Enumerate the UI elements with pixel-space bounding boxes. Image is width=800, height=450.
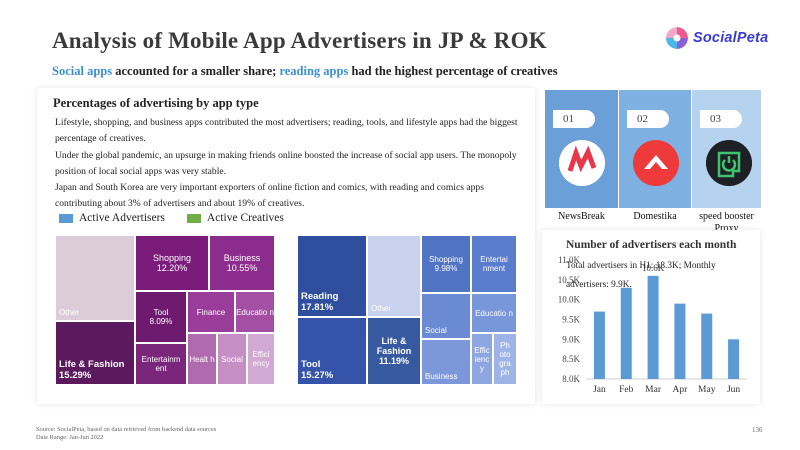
- treemap-tile-efficiency: Effici ency: [247, 333, 275, 385]
- treemap-advertisers: Other Life & Fashion 15.29% Shopping 12.…: [55, 235, 275, 385]
- top-app-card-2: 02: [619, 90, 691, 208]
- treemap-tile-reading: Reading 17.81%: [297, 235, 367, 317]
- treemap-tile-social: Social: [421, 293, 471, 339]
- treemap-tile-finance: Finance: [187, 291, 235, 333]
- logo-text: SocialPeta: [693, 30, 769, 46]
- treemap-tile-entertainment: Entertainm ent: [135, 343, 187, 385]
- y-tick-label: 10.0K: [558, 295, 581, 305]
- treemap-tile-social: Social: [217, 333, 247, 385]
- treemap-legend: Active Advertisers Active Creatives: [59, 212, 306, 224]
- treemap-tile-photograph: Ph oto gra ph: [493, 333, 517, 385]
- chart-title: Number of advertisers each month: [566, 239, 737, 251]
- y-tick-label: 9.0K: [562, 334, 580, 344]
- x-tick-label: Jun: [727, 385, 740, 395]
- subtitle-part-social: Social apps: [52, 64, 113, 78]
- treemap-tile-tool: Tool 8.09%: [135, 291, 187, 343]
- app-type-panel: Percentages of advertising by app type L…: [37, 88, 535, 404]
- y-tick-label: 8.5K: [562, 354, 580, 364]
- page-title: Analysis of Mobile App Advertisers in JP…: [52, 28, 547, 53]
- paragraph-1: Lifestyle, shopping, and business apps c…: [55, 117, 518, 145]
- legend-creatives: Active Creatives: [186, 212, 284, 224]
- bar-may: [701, 313, 713, 379]
- treemap-tile-education: Educatio n: [235, 291, 275, 333]
- y-tick-label: 8.0K: [562, 374, 580, 384]
- treemap-tile-business: Business: [421, 339, 471, 385]
- subtitle-part-reading: reading apps: [279, 64, 349, 78]
- subtitle-part-4: had the highest percentage of creatives: [348, 64, 558, 78]
- treemap-tile-entertainment: Entertai nment: [471, 235, 517, 293]
- bar-apr: [674, 303, 686, 379]
- brand-logo: SocialPeta: [666, 27, 768, 49]
- treemap-tile-efficiency: Effic ienc y: [471, 333, 493, 385]
- rank-badge-3: 03: [700, 110, 742, 128]
- monthly-advertisers-chart: 8.0K 8.5K 9.0K 9.5K 10.0K 10.5K 11.0K Jan Feb Mar…: [558, 255, 747, 395]
- top-app-card-3: 03: [692, 90, 761, 208]
- app-name-3: speed booster Proxy: [699, 211, 754, 234]
- y-tick-label: 9.5K: [562, 315, 580, 325]
- bar-feb: [620, 287, 632, 379]
- y-tick-label: 11.0K: [558, 255, 580, 265]
- top-app-card-1: 01: [545, 90, 618, 208]
- x-tick-label: Mar: [645, 385, 662, 395]
- bar-jun: [728, 339, 740, 379]
- page-subtitle: Social apps accounted for a smaller shar…: [52, 64, 558, 79]
- socialpeta-logo-icon: [666, 27, 688, 49]
- legend-swatch-green: [186, 213, 201, 223]
- treemap-tile-shopping: Shopping 12.20%: [135, 235, 209, 291]
- legend-swatch-blue: [59, 213, 73, 223]
- x-tick-label: Jan: [593, 385, 606, 395]
- x-tick-label: May: [698, 385, 716, 395]
- speed-booster-icon: [706, 140, 752, 186]
- legend-creatives-label: Active Creatives: [206, 212, 284, 224]
- domestika-icon: [633, 140, 679, 186]
- source-note: Source: SocialPeta, based on data retrie…: [36, 426, 216, 442]
- panel-description: Lifestyle, shopping, and business apps c…: [55, 115, 531, 213]
- monthly-advertisers-panel: 8.0K 8.5K 9.0K 9.5K 10.0K 10.5K 11.0K Jan Feb Mar…: [542, 230, 760, 404]
- treemap-tile-health: Healt h: [187, 333, 217, 385]
- newsbreak-icon: [559, 140, 605, 186]
- treemap-tile-other: Other: [55, 235, 135, 321]
- bar-mar: [647, 275, 659, 379]
- chart-note: Total advertisers in H1: 18.3K; Monthly …: [566, 261, 716, 290]
- rank-badge-2: 02: [627, 110, 669, 128]
- panel-heading: Percentages of advertising by app type: [53, 96, 259, 110]
- y-tick-label: 10.5K: [558, 275, 581, 285]
- subtitle-part-2: accounted for a smaller share;: [112, 64, 280, 78]
- bar-jan: [593, 311, 605, 379]
- treemap-tile-other: Other: [367, 235, 421, 317]
- rank-badge-1: 01: [553, 110, 595, 128]
- legend-advertisers: Active Advertisers: [59, 212, 165, 224]
- treemap-tile-life-fashion: Life & Fashion 15.29%: [55, 321, 135, 385]
- paragraph-3: Japan and South Korea are very important…: [55, 182, 484, 210]
- date-range-text: Date Range: Jan-Jun 2022: [36, 434, 104, 441]
- treemap-tile-life-fashion: Life & Fashion 11.19%: [367, 317, 421, 385]
- x-tick-label: Apr: [673, 385, 689, 395]
- treemap-tile-business: Business 10.55%: [209, 235, 275, 291]
- treemap-tile-tool: Tool 15.27%: [297, 317, 367, 385]
- app-name-2: Domestika: [633, 211, 677, 222]
- page-number: 136: [752, 426, 763, 434]
- source-text: Source: SocialPeta, based on data retrie…: [36, 426, 217, 433]
- paragraph-2: Under the global pandemic, an upsurge in…: [55, 149, 517, 177]
- treemap-tile-shopping: Shopping 9.98%: [421, 235, 471, 293]
- data-label: 10.6K: [642, 263, 665, 273]
- x-tick-label: Feb: [619, 385, 634, 395]
- app-name-1: NewsBreak: [558, 211, 605, 222]
- legend-advertisers-label: Active Advertisers: [79, 212, 165, 224]
- treemap-creatives: Reading 17.81% Tool 15.27% Other Life & …: [297, 235, 517, 385]
- treemap-tile-education: Educatio n: [471, 293, 517, 333]
